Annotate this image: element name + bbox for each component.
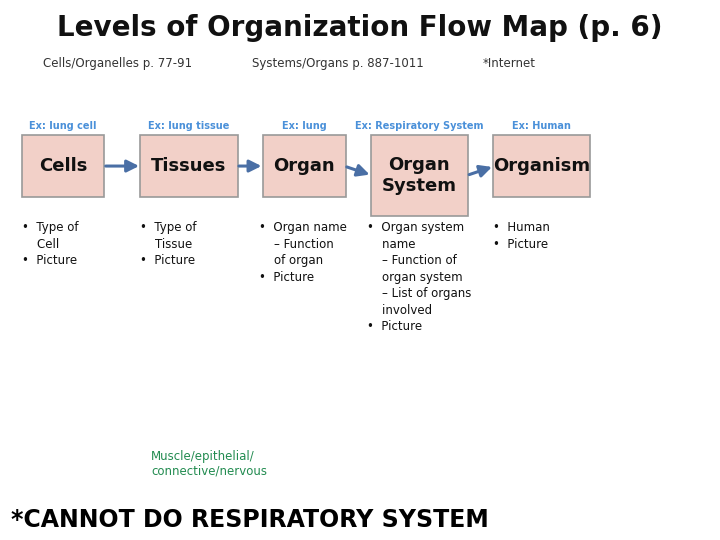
Text: Ex: lung tissue: Ex: lung tissue [148,120,230,131]
Text: Cells: Cells [39,157,87,175]
Text: Ex: lung: Ex: lung [282,120,327,131]
Text: Ex: Human: Ex: Human [513,120,571,131]
Text: Organ: Organ [274,157,335,175]
Text: Ex: lung cell: Ex: lung cell [30,120,96,131]
Text: Muscle/epithelial/
connective/nervous: Muscle/epithelial/ connective/nervous [151,450,267,478]
FancyBboxPatch shape [22,135,104,197]
FancyBboxPatch shape [140,135,238,197]
Text: Ex: Respiratory System: Ex: Respiratory System [355,120,484,131]
Text: Tissues: Tissues [151,157,227,175]
Text: Cells/Organelles p. 77-91: Cells/Organelles p. 77-91 [43,57,192,70]
Text: *Internet: *Internet [482,57,536,70]
Text: Organ
System: Organ System [382,157,457,194]
Text: •  Type of
    Tissue
•  Picture: • Type of Tissue • Picture [140,221,197,267]
FancyBboxPatch shape [371,135,468,216]
Text: •  Organ system
    name
    – Function of
    organ system
    – List of organs: • Organ system name – Function of organ … [367,221,472,333]
Text: Organism: Organism [493,157,590,175]
Text: •  Human
•  Picture: • Human • Picture [493,221,550,251]
Text: Systems/Organs p. 887-1011: Systems/Organs p. 887-1011 [252,57,424,70]
Text: •  Organ name
    – Function
    of organ
•  Picture: • Organ name – Function of organ • Pictu… [259,221,347,284]
Text: Levels of Organization Flow Map (p. 6): Levels of Organization Flow Map (p. 6) [58,14,662,42]
Text: *CANNOT DO RESPIRATORY SYSTEM: *CANNOT DO RESPIRATORY SYSTEM [11,508,489,532]
Text: •  Type of
    Cell
•  Picture: • Type of Cell • Picture [22,221,78,267]
FancyBboxPatch shape [263,135,346,197]
FancyBboxPatch shape [493,135,590,197]
